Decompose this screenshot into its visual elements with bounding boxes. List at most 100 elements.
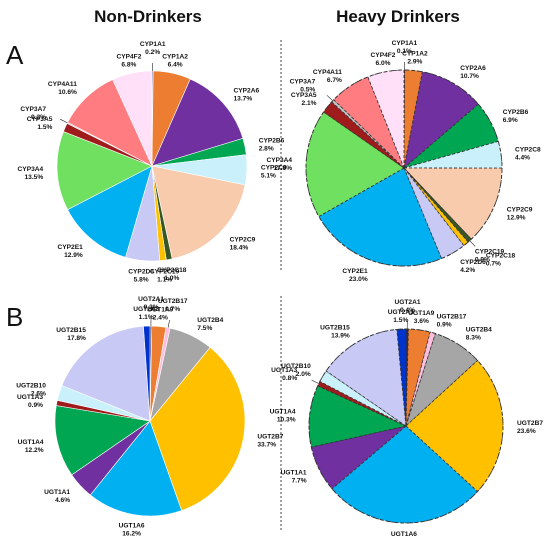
slice-label-ugt2b4: UGT2B4 bbox=[466, 327, 492, 334]
slice-label-ugt2b7: UGT2B7 bbox=[517, 420, 543, 427]
slice-pct-ugt2a3: 1.5% bbox=[393, 317, 408, 324]
slice-pct-cyp2c18: 0.7% bbox=[486, 260, 501, 267]
slice-label-cyp2c18: CYP2C18 bbox=[157, 267, 187, 274]
slice-pct-cyp3a7: 0.5% bbox=[300, 86, 315, 93]
slice-pct-ugt1a1: 4.6% bbox=[55, 497, 70, 504]
slice-pct-ugt2a1: 0.3% bbox=[144, 304, 159, 311]
slice-label-ugt1a4: UGT1A4 bbox=[270, 409, 296, 416]
slice-pct-cyp1a2: 6.4% bbox=[168, 62, 183, 69]
slice-pct-ugt2a3: 1.1% bbox=[139, 314, 154, 321]
slice-pct-ugt1a4: 10.3% bbox=[277, 417, 296, 424]
slice-pct-cyp3a7: 0.2% bbox=[31, 114, 46, 121]
slice-label-cyp2c9: CYP2C9 bbox=[230, 237, 256, 244]
slice-cyp2c9 bbox=[151, 165, 246, 260]
slice-pct-ugt1a3: 0.9% bbox=[28, 402, 43, 409]
slice-label-cyp4f2: CYP4F2 bbox=[371, 52, 396, 59]
slice-pct-ugt2a1: 0.4% bbox=[400, 307, 415, 314]
slice-label-ugt2a1: UGT2A1 bbox=[138, 296, 164, 303]
pie-outline bbox=[308, 328, 504, 524]
slice-label-cyp4a11: CYP4A11 bbox=[48, 81, 77, 88]
slice-pct-ugt1a1: 7.7% bbox=[292, 478, 307, 485]
slice-ugt2a3 bbox=[143, 325, 151, 422]
slice-label-cyp3a7: CYP3A7 bbox=[290, 78, 316, 85]
slice-pct-cyp2c9: 18.4% bbox=[230, 245, 249, 252]
slice-label-cyp3a7: CYP3A7 bbox=[20, 106, 46, 113]
slice-pct-ugt2b4: 7.5% bbox=[197, 325, 212, 332]
slice-cyp2e1 bbox=[67, 165, 153, 258]
slice-pct-cyp2a6: 13.7% bbox=[234, 96, 253, 103]
slice-pct-cyp3a4: 13.5% bbox=[24, 174, 43, 181]
slice-cyp4a11 bbox=[333, 76, 405, 169]
slice-pct-ugt2b15: 17.8% bbox=[67, 335, 86, 342]
slice-cyp3a4 bbox=[56, 131, 153, 211]
slice-label-cyp1a2: CYP1A2 bbox=[402, 51, 428, 58]
slice-label-cyp2a6: CYP2A6 bbox=[460, 65, 486, 72]
slice-pct-cyp1a1: 0.1% bbox=[397, 48, 412, 55]
slice-label-ugt1a6: UGT1A6 bbox=[119, 522, 145, 529]
slice-pct-cyp1a2: 2.9% bbox=[407, 59, 422, 66]
slice-label-ugt2b15: UGT2B15 bbox=[320, 324, 350, 331]
slice-label-ugt1a3: UGT1A3 bbox=[17, 394, 43, 401]
slice-pct-cyp4f2: 6.8% bbox=[121, 62, 136, 69]
slice-pct-cyp2e1: 23.0% bbox=[349, 276, 368, 283]
slice-pct-cyp2d6: 5.8% bbox=[134, 276, 149, 283]
slice-pct-ugt1a9: 3.6% bbox=[414, 318, 429, 325]
slice-cyp4f2 bbox=[112, 70, 153, 167]
slice-pct-ugt1a9: 2.4% bbox=[153, 315, 168, 322]
slice-label-ugt2a1: UGT2A1 bbox=[394, 299, 420, 306]
slice-label-cyp2c19: CYP2C19 bbox=[150, 268, 180, 275]
slice-label-cyp2b6: CYP2B6 bbox=[503, 109, 529, 116]
slice-label-cyp2c9: CYP2C9 bbox=[507, 206, 533, 213]
slice-pct-ugt2b10: 2.0% bbox=[296, 371, 311, 378]
slice-pct-ugt1a3: 0.8% bbox=[282, 375, 297, 382]
leader-cyp2c18 bbox=[469, 240, 476, 247]
slice-pct-cyp2d6: 4.2% bbox=[460, 267, 475, 274]
slice-label-ugt2a3: UGT2A3 bbox=[133, 306, 159, 313]
slice-label-cyp2c19: CYP2C19 bbox=[475, 249, 505, 256]
slice-label-ugt1a9: UGT1A9 bbox=[408, 310, 434, 317]
slice-pct-cyp2a6: 10.7% bbox=[460, 73, 479, 80]
slice-label-ugt1a1: UGT1A1 bbox=[44, 489, 70, 496]
slice-pct-ugt2b15: 13.9% bbox=[331, 332, 350, 339]
slice-pct-ugt1a6: 16.2% bbox=[122, 530, 141, 537]
slice-label-ugt2b4: UGT2B4 bbox=[197, 317, 223, 324]
slice-label-cyp1a2: CYP1A2 bbox=[162, 54, 188, 61]
slice-pct-cyp2c19: 0.9% bbox=[475, 257, 490, 264]
leader-cyp3a7 bbox=[326, 95, 333, 101]
slice-pct-ugt1a4: 12.2% bbox=[25, 447, 44, 454]
slice-pct-cyp2c8: 4.4% bbox=[515, 155, 530, 162]
slice-label-ugt2b10: UGT2B10 bbox=[281, 363, 311, 370]
panel-label-a: A bbox=[6, 40, 24, 70]
slice-label-ugt1a1: UGT1A1 bbox=[281, 470, 307, 477]
slice-pct-cyp4a11: 6.7% bbox=[327, 77, 342, 84]
slice-label-cyp3a5: CYP3A5 bbox=[291, 92, 317, 99]
pie-charts: CYP1A10.2%CYP1A26.4%CYP2A613.7%CYP2B62.8… bbox=[16, 40, 544, 538]
slice-label-ugt1a3: UGT1A3 bbox=[271, 367, 297, 374]
slice-ugt1a6 bbox=[331, 425, 479, 524]
slice-label-cyp1a1: CYP1A1 bbox=[392, 40, 418, 47]
pie-labels: CYP1A10.2%CYP1A26.4%CYP2A613.7%CYP2B62.8… bbox=[18, 41, 287, 283]
slice-pct-ugt2b10: 2.6% bbox=[31, 391, 46, 398]
slice-pct-cyp2b6: 2.8% bbox=[259, 146, 274, 153]
slice-pct-cyp3a4: 17.9% bbox=[273, 165, 292, 172]
slice-label-cyp2c18: CYP2C18 bbox=[486, 252, 516, 259]
slice-label-cyp2a6: CYP2A6 bbox=[234, 88, 260, 95]
slice-label-cyp2d6: CYP2D6 bbox=[460, 259, 486, 266]
slice-cyp2d6 bbox=[403, 167, 465, 260]
leader-ugt1a3 bbox=[311, 379, 319, 384]
slice-pct-cyp2e1: 12.9% bbox=[64, 252, 83, 259]
slice-label-cyp2e1: CYP2E1 bbox=[342, 268, 368, 275]
slice-pct-cyp2c8: 5.1% bbox=[261, 173, 276, 180]
leader-cyp3a7 bbox=[60, 118, 68, 124]
leader-ugt2b17 bbox=[167, 319, 170, 328]
slice-ugt2b15 bbox=[61, 325, 151, 422]
slice-label-ugt2b17: UGT2B17 bbox=[158, 298, 188, 305]
slice-label-cyp4f2: CYP4F2 bbox=[116, 54, 141, 61]
